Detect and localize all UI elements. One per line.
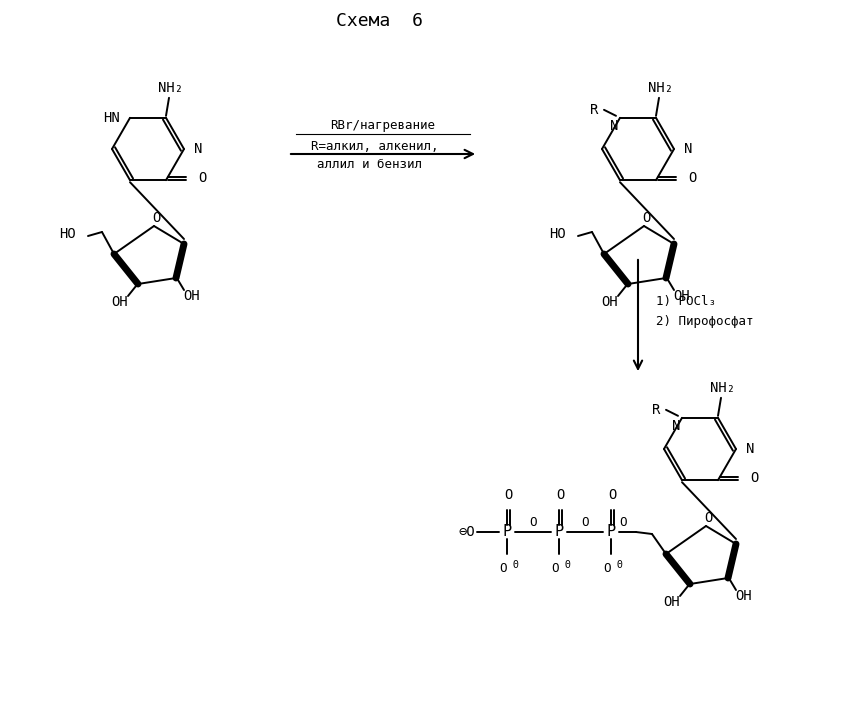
Text: R: R — [590, 103, 598, 117]
Text: OH: OH — [664, 595, 680, 609]
Text: 1) POCl₃: 1) POCl₃ — [656, 294, 716, 308]
Text: O: O — [500, 562, 507, 575]
Text: N: N — [684, 142, 692, 156]
Text: O: O — [608, 488, 616, 502]
Text: P: P — [502, 525, 511, 540]
Text: Θ: Θ — [565, 560, 571, 570]
Text: O: O — [551, 562, 558, 575]
Text: O: O — [581, 515, 589, 528]
Text: N: N — [194, 142, 203, 156]
Text: HO: HO — [549, 227, 566, 241]
Text: N: N — [746, 442, 754, 456]
Text: OH: OH — [601, 295, 618, 309]
Text: HN: HN — [103, 111, 120, 125]
Text: OH: OH — [736, 589, 753, 603]
Text: Θ: Θ — [513, 560, 519, 570]
Text: аллил и бензил: аллил и бензил — [318, 157, 422, 170]
Text: NH₂: NH₂ — [711, 381, 736, 395]
Text: P: P — [606, 525, 616, 540]
Text: O: O — [556, 488, 564, 502]
Text: RBr/нагревание: RBr/нагревание — [331, 120, 436, 133]
Text: HO: HO — [59, 227, 76, 241]
Text: OH: OH — [112, 295, 129, 309]
Text: OH: OH — [183, 289, 200, 303]
Text: O: O — [529, 515, 537, 528]
Text: 2) Пирофосфат: 2) Пирофосфат — [656, 315, 754, 328]
Text: R=алкил, алкенил,: R=алкил, алкенил, — [311, 140, 439, 152]
Text: N: N — [610, 119, 618, 133]
Text: R: R — [652, 403, 660, 417]
Text: O: O — [750, 471, 759, 485]
Text: O: O — [198, 171, 206, 185]
Text: Θ: Θ — [617, 560, 623, 570]
Text: OH: OH — [674, 289, 690, 303]
Text: O: O — [688, 171, 696, 185]
Text: O: O — [504, 488, 512, 502]
Text: Схема  6: Схема 6 — [336, 12, 424, 30]
Text: NH₂: NH₂ — [648, 81, 674, 95]
Text: N: N — [672, 419, 680, 432]
Text: O: O — [152, 211, 160, 225]
Text: O: O — [704, 511, 712, 525]
Text: ⊖O: ⊖O — [458, 525, 475, 539]
Text: P: P — [554, 525, 563, 540]
Text: O: O — [603, 562, 611, 575]
Text: O: O — [619, 515, 627, 528]
Text: O: O — [642, 211, 650, 225]
Text: NH₂: NH₂ — [158, 81, 183, 95]
